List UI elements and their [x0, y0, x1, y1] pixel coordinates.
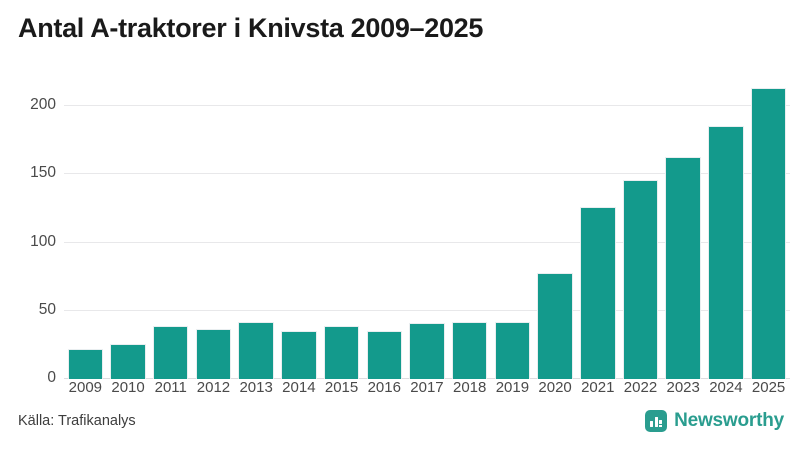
- bar-slot: [705, 86, 748, 379]
- bar-2009[interactable]: [67, 348, 104, 379]
- newsworthy-logo[interactable]: Newsworthy: [645, 410, 784, 432]
- bar-2020[interactable]: [537, 272, 573, 379]
- bar-slot: [534, 86, 577, 379]
- bar-slot: [149, 86, 192, 379]
- bar-2016[interactable]: [366, 331, 402, 379]
- bar-2022[interactable]: [622, 179, 659, 379]
- bar-slot: [662, 86, 705, 379]
- x-axis-tick-label: 2010: [111, 379, 145, 396]
- bar-chart-icon: [645, 410, 668, 432]
- gridline-150: 150: [30, 164, 790, 181]
- x-axis-tick-label: 2022: [623, 379, 658, 396]
- x-axis-ticks: 2009 2010 2011 2012 2013 2014 2015 2016 2017 2018…: [64, 379, 790, 396]
- bar-2010[interactable]: [110, 343, 146, 379]
- bar-2024[interactable]: [708, 126, 744, 379]
- bar-slot: [619, 86, 662, 379]
- bar-slot: [363, 86, 406, 379]
- bar-slot: [192, 86, 235, 379]
- bar-slot: [747, 86, 790, 379]
- bar-2014[interactable]: [281, 331, 317, 379]
- bar-slot: [491, 86, 534, 379]
- x-axis-tick-label: 2013: [239, 379, 273, 396]
- brand-name-label: Newsworthy: [674, 410, 784, 431]
- bar-slot: [576, 86, 619, 379]
- x-axis-tick-label: 2019: [495, 379, 530, 396]
- x-axis-tick-label: 2009: [68, 379, 103, 396]
- x-axis-tick-label: 2015: [324, 379, 359, 396]
- y-axis-tick-label: 50: [38, 300, 56, 318]
- plot-canvas: 0 50 100 150 200: [30, 86, 790, 386]
- x-axis-tick-label: 2020: [538, 379, 572, 396]
- bar-slot: [278, 86, 321, 379]
- bar-slot: [320, 86, 363, 379]
- bar-2017[interactable]: [409, 323, 445, 379]
- y-axis-tick-label: 100: [30, 232, 56, 250]
- bar-slot: [406, 86, 449, 379]
- x-axis-tick-label: 2025: [751, 379, 786, 396]
- bar-2021[interactable]: [580, 207, 616, 379]
- bar-2023[interactable]: [665, 156, 701, 379]
- bar-slot: [235, 86, 278, 379]
- y-axis-tick-label: 150: [30, 164, 56, 182]
- bar-2012[interactable]: [195, 328, 232, 379]
- bar-slot: [64, 86, 107, 379]
- gridline-50: 50: [39, 301, 790, 318]
- bar-slot: [107, 86, 150, 379]
- y-axis-tick-label: 0: [47, 369, 56, 386]
- x-axis-tick-label: 2023: [666, 379, 700, 396]
- x-axis-tick-label: 2012: [196, 379, 231, 396]
- gridline-200: 200: [30, 96, 790, 113]
- bar-2018[interactable]: [451, 321, 488, 379]
- x-axis-tick-label: 2017: [410, 379, 444, 396]
- chart-footer: Källa: Trafikanalys Newsworthy: [0, 405, 800, 450]
- source-note: Källa: Trafikanalys: [18, 413, 136, 429]
- gridline-100: 100: [30, 233, 790, 250]
- x-axis-tick-label: 2011: [154, 379, 187, 396]
- bar-2025[interactable]: [750, 88, 787, 379]
- plot-area: 0 50 100 150 200 2009 2010 2011 2012 2013 2014 201…: [0, 60, 800, 396]
- bar-2013[interactable]: [238, 321, 274, 379]
- chart-title: Antal A-traktorer i Knivsta 2009–2025: [18, 13, 484, 43]
- bar-2011[interactable]: [153, 325, 189, 379]
- x-axis-tick-label: 2024: [709, 379, 743, 396]
- x-axis-tick-label: 2016: [367, 379, 401, 396]
- x-axis-tick-label: 2014: [282, 379, 316, 396]
- bar-slot: [448, 86, 491, 379]
- bar-2019[interactable]: [494, 321, 531, 379]
- bar-2015[interactable]: [323, 325, 360, 379]
- x-axis-tick-label: 2018: [452, 379, 487, 396]
- x-axis-tick-label: 2021: [581, 379, 615, 396]
- bars-group: [64, 86, 790, 379]
- y-axis-tick-label: 200: [30, 96, 56, 113]
